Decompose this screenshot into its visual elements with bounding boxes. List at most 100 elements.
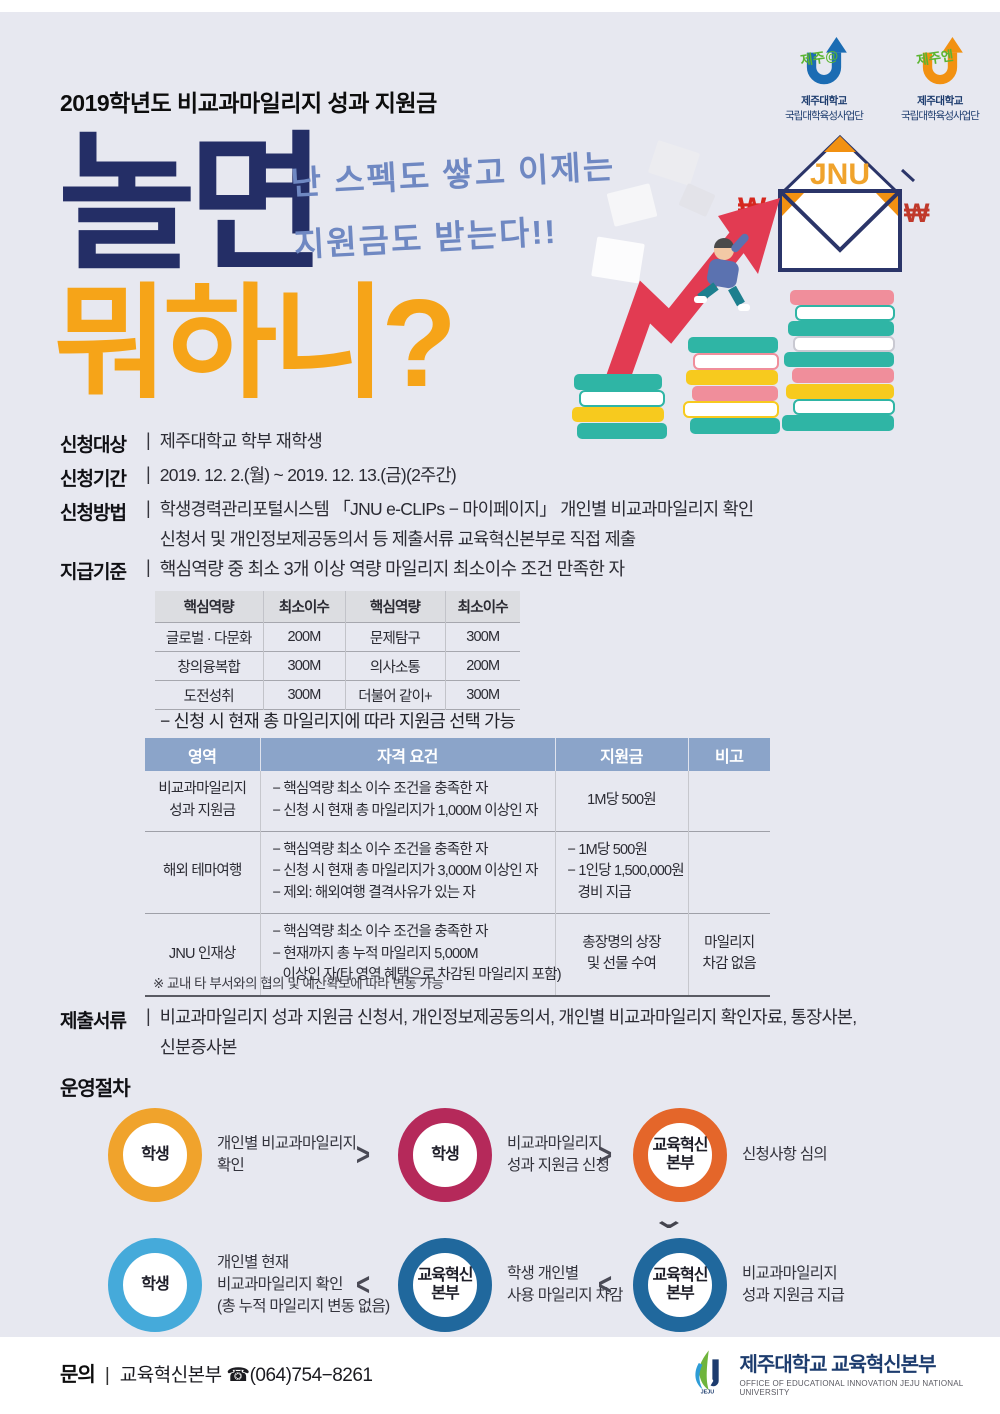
column-header: 핵심역량 xyxy=(155,591,263,623)
chevron-down-icon: ⌄ xyxy=(650,1204,688,1234)
university-logo-text: 제주대학교 교육혁신본부 OFFICE OF EDUCATIONAL INNOV… xyxy=(740,1348,1000,1397)
step-actor-circle: 교육혁신 본부 xyxy=(633,1238,727,1332)
hero-illustration: JNU ₩ ₩ xyxy=(572,134,930,439)
partner-subtitle: 국립대학육성사업단 xyxy=(901,110,980,122)
partner-title: 제주대학교 xyxy=(801,95,847,107)
cell-grant: − 1M당 500원 − 1인당 1,500,000원 경비 지급 xyxy=(554,831,688,914)
cell: 의사소통 xyxy=(344,651,445,681)
headline-line1: 놀면 xyxy=(58,120,326,288)
criteria-label: 지급기준 xyxy=(60,562,127,583)
divider: | xyxy=(146,430,151,450)
cell: 문제탐구 xyxy=(344,622,445,652)
table-row: 글로벌 · 다문화 200M 문제탐구 300M xyxy=(155,622,520,652)
method-line: 학생경력관리포털시스템 「JNU e-CLIPs − 마이페이지」 개인별 비교… xyxy=(159,499,754,519)
university-logo: JEJU 제주대학교 교육혁신본부 OFFICE OF EDUCATIONAL … xyxy=(688,1346,1000,1398)
table-footnote: ※ 교내 타 부서와의 협의 및 예산확보에 따라 변동 가능 xyxy=(153,976,444,991)
column-header: 최소이수 xyxy=(444,591,520,623)
info-label: 신청기간 xyxy=(60,469,127,490)
cell: 300M xyxy=(444,622,520,652)
info-label: 신청방법 xyxy=(60,503,127,524)
documents-label: 제출서류 xyxy=(60,1011,127,1032)
table-row: 창의융복합 300M 의사소통 200M xyxy=(155,651,520,681)
process-step: 학생 개인별 현재 비교과마일리지 확인 (총 누적 마일리지 변동 없음) xyxy=(108,1238,390,1332)
actor-label: 본부 xyxy=(666,1155,694,1172)
step-actor-circle: 교육혁신 본부 xyxy=(398,1238,492,1332)
divider: | xyxy=(146,557,151,577)
partner-logo-orange: 제주엔 제주대학교 국립대학육성사업단 xyxy=(894,36,986,123)
documents-line: 비교과마일리지 성과 지원금 신청서, 개인정보제공동의서, 개인별 비교과마일… xyxy=(159,1007,857,1027)
cell: 200M xyxy=(262,622,345,652)
cell-grant: 총장명의 상장 및 선물 수여 xyxy=(554,913,688,996)
step-description: 개인별 현재 비교과마일리지 확인 (총 누적 마일리지 변동 없음) xyxy=(217,1254,390,1315)
method-line: 신청서 및 개인정보제공동의서 등 제출서류 교육혁신본부로 직접 제출 xyxy=(159,528,636,549)
partner-title: 제주대학교 xyxy=(917,95,963,107)
cell-remark: 마일리지 차감 없음 xyxy=(687,913,770,996)
divider: | xyxy=(146,498,151,518)
process-step: 교육혁신 본부 신청사항 심의 xyxy=(633,1108,828,1202)
step-actor-circle: 학생 xyxy=(398,1108,492,1202)
column-header: 비고 xyxy=(687,738,770,771)
university-flame-icon: JEJU xyxy=(695,1350,719,1396)
chevron-right-icon: > xyxy=(356,1137,371,1173)
table-row: 도전성취 300M 더불어 같이+ 300M xyxy=(155,680,520,710)
chevron-left-icon: < xyxy=(598,1267,613,1303)
cell: 더불어 같이+ xyxy=(344,680,445,710)
partner-script-text: 제주@ xyxy=(799,48,839,68)
step-actor-circle: 교육혁신 본부 xyxy=(633,1108,727,1202)
info-value: 학생경력관리포털시스템 「JNU e-CLIPs − 마이페이지」 개인별 비교… xyxy=(160,498,754,557)
divider: | xyxy=(146,464,151,484)
books-illustration xyxy=(572,290,895,439)
actor-label: 본부 xyxy=(666,1285,694,1302)
cell-area: JNU 인재상 xyxy=(168,945,236,962)
info-row-target: 신청대상 | 제주대학교 학부 재학생 xyxy=(60,430,960,457)
partner-script-text: 제주엔 xyxy=(915,47,954,68)
arrow-j-icon: 제주@ xyxy=(799,37,847,85)
process-step: 교육혁신 본부 학생 개인별 사용 마일리지 차감 xyxy=(398,1238,623,1332)
step-description: 비교과마일리지 성과 지원금 지급 xyxy=(742,1265,845,1304)
documents-line: 신분증사본 xyxy=(159,1036,238,1057)
cell: 창의융복합 xyxy=(177,659,241,676)
cell: 300M xyxy=(444,680,520,710)
kicker-title: 2019학년도 비교과마일리지 성과 지원금 xyxy=(60,90,437,116)
running-person-illustration xyxy=(694,233,750,311)
step-description: 학생 개인별 사용 마일리지 차감 xyxy=(507,1265,623,1304)
divider: | xyxy=(146,1006,151,1026)
logo-caption: JEJU xyxy=(701,1390,715,1396)
papers-illustration xyxy=(591,140,715,284)
cell-qualification: − 핵심역량 최소 이수 조건을 충족한 자 − 신청 시 현재 총 마일리지가… xyxy=(259,831,555,914)
growth-arrow-icon xyxy=(606,198,780,383)
footer-band xyxy=(0,1337,1000,1414)
column-header: 최소이수 xyxy=(262,591,345,623)
step-description: 신청사항 심의 xyxy=(742,1146,828,1164)
chevron-right-icon: > xyxy=(598,1137,613,1173)
step-actor-circle: 학생 xyxy=(108,1108,202,1202)
contact-row: 문의 | 교육혁신본부 ☎(064)754−8261 xyxy=(60,1358,373,1387)
cell-area: 해외 테마여행 xyxy=(163,863,242,880)
competency-table: 핵심역량 최소이수 핵심역량 최소이수 글로벌 · 다문화 200M 문제탐구 … xyxy=(155,591,520,710)
actor-label: 학생 xyxy=(431,1145,459,1163)
criteria-text: 핵심역량 중 최소 3개 이상 역량 마일리지 최소이수 조건 만족한 자 xyxy=(159,559,625,579)
cell: 200M xyxy=(444,651,520,681)
process-step: 교육혁신 본부 비교과마일리지 성과 지원금 지급 xyxy=(633,1238,845,1332)
divider: | xyxy=(104,1365,110,1386)
step-description: 개인별 비교과마일리지 확인 xyxy=(217,1135,357,1174)
logo-title: 제주대학교 교육혁신본부 xyxy=(739,1353,937,1376)
won-icon: ₩ xyxy=(904,198,930,228)
chevron-left-icon: < xyxy=(356,1267,371,1303)
grant-table: 영역 자격 요건 지원금 비고 비교과마일리지 성과 지원금 − 핵심역량 최소… xyxy=(145,738,770,997)
table-row: 비교과마일리지 성과 지원금 − 핵심역량 최소 이수 조건을 충족한 자 − … xyxy=(145,771,770,831)
actor-label: 본부 xyxy=(431,1285,459,1302)
process-title: 운영절차 xyxy=(60,1078,131,1100)
partner-subtitle: 국립대학육성사업단 xyxy=(785,110,864,122)
actor-label: 학생 xyxy=(141,1145,169,1163)
application-info: 신청대상 | 제주대학교 학부 재학생 신청기간 | 2019. 12. 2.(… xyxy=(60,430,960,564)
cell-qualification: − 핵심역량 최소 이수 조건을 충족한 자 − 신청 시 현재 총 마일리지가… xyxy=(259,771,555,831)
cell-area: 비교과마일리지 성과 지원금 xyxy=(158,781,247,819)
headline-line2: 뭐하니? xyxy=(54,275,457,413)
contact-text: 교육혁신본부 ☎(064)754−8261 xyxy=(119,1365,373,1386)
cell-grant: 1M당 500원 xyxy=(554,771,688,831)
documents-value: 비교과마일리지 성과 지원금 신청서, 개인정보제공동의서, 개인별 비교과마일… xyxy=(160,1006,857,1065)
info-row-period: 신청기간 | 2019. 12. 2.(월) ~ 2019. 12. 13.(금… xyxy=(60,464,960,491)
cell: 300M xyxy=(262,680,345,710)
contact-label: 문의 xyxy=(60,1364,96,1386)
